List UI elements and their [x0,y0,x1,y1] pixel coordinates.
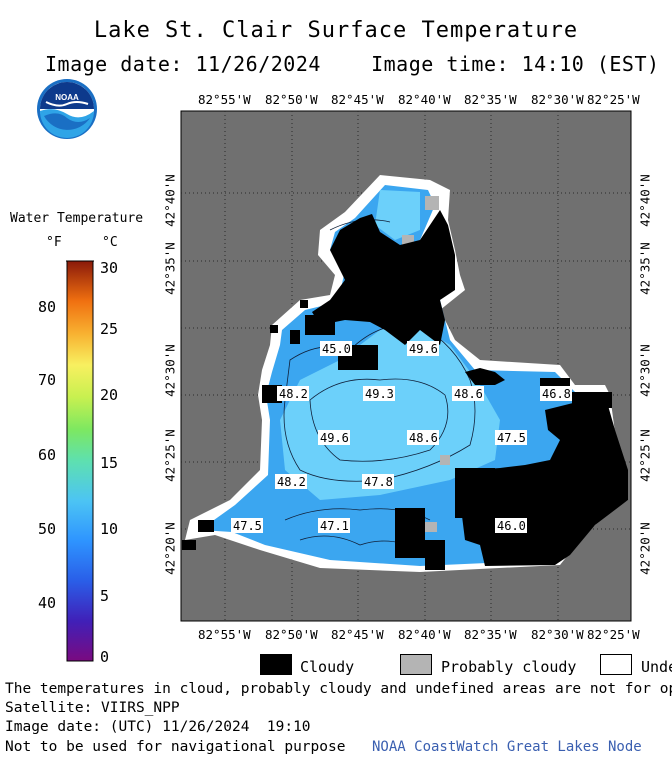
temp-label: 47.1 [320,519,349,533]
page-title: Lake St. Clair Surface Temperature [93,18,579,43]
cloudy-swatch [260,654,292,675]
latitude-tick-right: 42°35'N [637,242,653,295]
longitude-tick-bottom: 82°40'W [398,627,451,642]
temp-label: 46.0 [497,519,526,533]
longitude-tick-top: 82°25'W [587,92,640,107]
footer-satellite: Satellite: VIIRS_NPP [5,700,180,716]
legend-title: Water Temperature [10,211,144,226]
lake-map: 45.0 49.6 48.2 49.3 48.6 46.8 49.6 48.6 … [180,110,632,622]
longitude-tick-top: 82°35'W [464,92,517,107]
longitude-tick-top: 82°55'W [198,92,251,107]
undefined-label: Undefined [641,658,672,676]
legend-unit-f: °F [46,235,62,250]
celsius-tick: 10 [100,520,119,538]
image-time: Image time: 14:10 (EST) [371,52,660,76]
credit-text: NOAA CoastWatch Great Lakes Node [372,739,642,755]
noaa-logo-text: NOAA [55,93,79,102]
fahrenheit-tick: 40 [38,594,57,612]
water-warm-north [375,190,420,240]
temp-labels: 45.0 49.6 48.2 49.3 48.6 46.8 49.6 48.6 … [231,341,572,533]
longitude-tick-bottom: 82°25'W [587,627,640,642]
celsius-tick: 15 [100,454,119,472]
latitude-tick-left: 42°35'N [162,242,178,295]
latitude-tick-right: 42°30'N [637,344,653,397]
probably-cloudy-swatch [400,654,432,675]
image-datetime: Image date: 11/26/2024 Image time: 14:10… [45,52,660,76]
temp-label: 47.5 [233,519,262,533]
temp-label: 49.6 [320,431,349,445]
longitude-tick-bottom: 82°30'W [531,627,584,642]
celsius-tick: 25 [100,320,119,338]
temperature-color-scale [66,260,94,662]
longitude-tick-bottom: 82°55'W [198,627,251,642]
temp-label: 47.8 [364,475,393,489]
legend-unit-c: °C [102,235,118,250]
latitude-tick-right: 42°40'N [637,174,653,227]
temp-label: 48.2 [277,475,306,489]
longitude-tick-bottom: 82°50'W [265,627,318,642]
temp-label: 46.8 [542,387,571,401]
probably-cloudy-label: Probably cloudy [441,658,577,676]
temp-label: 49.6 [409,342,438,356]
latitude-tick-right: 42°20'N [637,522,653,575]
footer-warning: Not to be used for navigational purpose [5,739,346,755]
footer-utc: Image date: (UTC) 11/26/2024 19:10 [5,719,311,735]
temp-label: 48.6 [454,387,483,401]
footer-note: The temperatures in cloud, probably clou… [5,681,672,697]
celsius-tick: 5 [100,587,110,605]
latitude-tick-left: 42°25'N [162,429,178,482]
temp-label: 48.6 [409,431,438,445]
temp-label: 47.5 [497,431,526,445]
longitude-tick-bottom: 82°45'W [331,627,384,642]
longitude-tick-bottom: 82°35'W [464,627,517,642]
latitude-tick-left: 42°30'N [162,344,178,397]
temp-label: 49.3 [365,387,394,401]
celsius-tick: 0 [100,648,110,666]
longitude-tick-top: 82°40'W [398,92,451,107]
fahrenheit-tick: 60 [38,446,57,464]
undefined-swatch [600,654,632,675]
celsius-tick: 30 [100,259,119,277]
latitude-tick-right: 42°25'N [637,429,653,482]
longitude-tick-top: 82°50'W [265,92,318,107]
cloudy-label: Cloudy [300,658,355,676]
fahrenheit-tick: 50 [38,520,57,538]
fahrenheit-tick: 70 [38,371,57,389]
longitude-tick-top: 82°45'W [331,92,384,107]
temp-label: 48.2 [279,387,308,401]
celsius-tick: 20 [100,386,119,404]
noaa-logo: NOAA [37,79,97,139]
temp-label: 45.0 [322,342,351,356]
latitude-tick-left: 42°40'N [162,174,178,227]
image-date: Image date: 11/26/2024 [45,52,321,76]
longitude-tick-top: 82°30'W [531,92,584,107]
latitude-tick-left: 42°20'N [162,522,178,575]
fahrenheit-tick: 80 [38,298,57,316]
